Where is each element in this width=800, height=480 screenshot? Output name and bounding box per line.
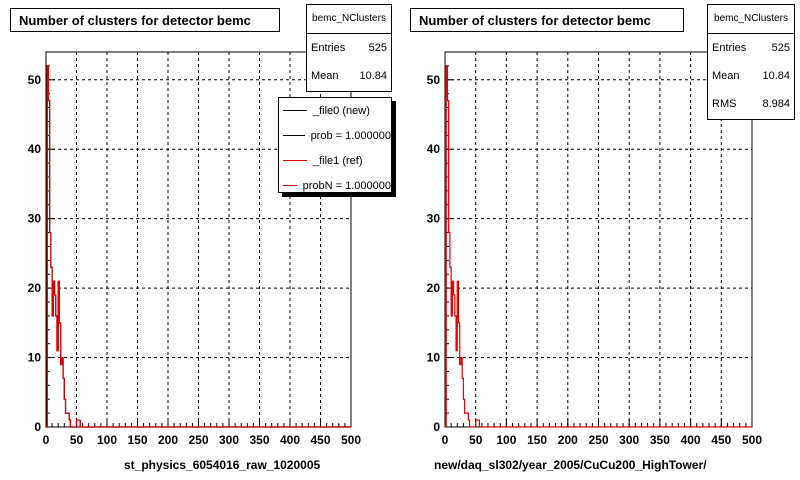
legend-left: _file0 (new) prob = 1.000000 _file1 (ref… xyxy=(278,97,392,193)
x-tick-label: 200 xyxy=(558,433,578,447)
x-tick-label: 400 xyxy=(280,433,300,447)
legend-entry: _file1 (ref) xyxy=(279,148,391,173)
y-tick-label: 50 xyxy=(28,73,42,87)
y-tick-label: 30 xyxy=(427,212,441,226)
y-tick-label: 40 xyxy=(28,142,42,156)
y-tick-label: 30 xyxy=(28,212,42,226)
y-tick-label: 20 xyxy=(427,281,441,295)
stats-entries-label: Entries xyxy=(712,42,747,54)
legend-entry: probN = 1.000000 xyxy=(279,173,391,192)
legend-label: prob = 1.000000 xyxy=(310,129,391,142)
stats-entries-row: Entries 525 xyxy=(708,34,794,62)
x-tick-label: 100 xyxy=(97,433,117,447)
x-tick-label: 200 xyxy=(158,433,178,447)
x-tick-label: 150 xyxy=(127,433,147,447)
stats-mean-row: Mean 10.84 xyxy=(708,62,794,90)
legend-line-black xyxy=(283,135,305,136)
x-tick-label: 150 xyxy=(527,433,547,447)
x-tick-label: 0 xyxy=(442,433,449,447)
stats-mean-value: 10.84 xyxy=(762,70,790,82)
y-tick-label: 10 xyxy=(28,351,42,365)
legend-label: _file1 (ref) xyxy=(313,154,363,167)
stats-entries-value: 525 xyxy=(771,42,790,54)
y-tick-label: 40 xyxy=(427,142,441,156)
x-tick-label: 250 xyxy=(588,433,608,447)
legend-label: _file0 (new) xyxy=(313,104,370,117)
histogram-series xyxy=(445,65,752,428)
x-tick-label: 300 xyxy=(619,433,639,447)
y-tick-label: 50 xyxy=(427,73,441,87)
stats-mean-row: Mean 10.84 xyxy=(307,62,391,90)
x-tick-label: 350 xyxy=(249,433,269,447)
x-tick-label: 50 xyxy=(469,433,483,447)
stats-rms-row: RMS 8.984 xyxy=(708,90,794,118)
x-axis-title-left: st_physics_6054016_raw_1020005 xyxy=(124,458,321,472)
x-tick-label: 500 xyxy=(341,433,361,447)
stats-name: bemc_NClusters xyxy=(708,5,794,34)
stats-rms-value: 8.984 xyxy=(762,98,790,110)
stats-box-left: bemc_NClusters Entries 525 Mean 10.84 xyxy=(306,4,392,92)
stats-box-right: bemc_NClusters Entries 525 Mean 10.84 RM… xyxy=(707,4,795,120)
legend-entry: prob = 1.000000 xyxy=(279,123,391,148)
x-tick-label: 350 xyxy=(650,433,670,447)
stats-rms-label: RMS xyxy=(712,98,737,110)
stats-entries-label: Entries xyxy=(311,42,346,54)
legend-entry: _file0 (new) xyxy=(279,98,391,123)
y-tick-label: 0 xyxy=(433,420,440,434)
x-tick-label: 0 xyxy=(43,433,50,447)
y-tick-label: 0 xyxy=(34,420,41,434)
x-axis-title-right: new/daq_sl302/year_2005/CuCu200_HighTowe… xyxy=(434,458,707,472)
stats-entries-value: 525 xyxy=(368,42,387,54)
legend-line-red xyxy=(283,185,297,186)
legend-line-black xyxy=(283,110,307,111)
x-tick-label: 300 xyxy=(219,433,239,447)
x-tick-label: 500 xyxy=(742,433,762,447)
x-tick-label: 450 xyxy=(711,433,731,447)
chart-title-right: Number of clusters for detector bemc xyxy=(410,8,684,32)
legend-line-red xyxy=(283,160,307,161)
y-tick-label: 20 xyxy=(28,281,42,295)
stats-entries-row: Entries 525 xyxy=(307,34,391,62)
x-tick-label: 450 xyxy=(310,433,330,447)
stats-name: bemc_NClusters xyxy=(307,5,391,34)
x-tick-label: 250 xyxy=(188,433,208,447)
stats-mean-label: Mean xyxy=(712,70,740,82)
x-tick-label: 100 xyxy=(496,433,516,447)
legend-label: probN = 1.000000 xyxy=(302,179,391,192)
chart-title-left: Number of clusters for detector bemc xyxy=(10,8,280,32)
stats-mean-label: Mean xyxy=(311,70,339,82)
x-tick-label: 400 xyxy=(681,433,701,447)
x-tick-label: 50 xyxy=(70,433,84,447)
stats-mean-value: 10.84 xyxy=(359,70,387,82)
histogram-series xyxy=(46,65,351,428)
y-tick-label: 10 xyxy=(427,351,441,365)
